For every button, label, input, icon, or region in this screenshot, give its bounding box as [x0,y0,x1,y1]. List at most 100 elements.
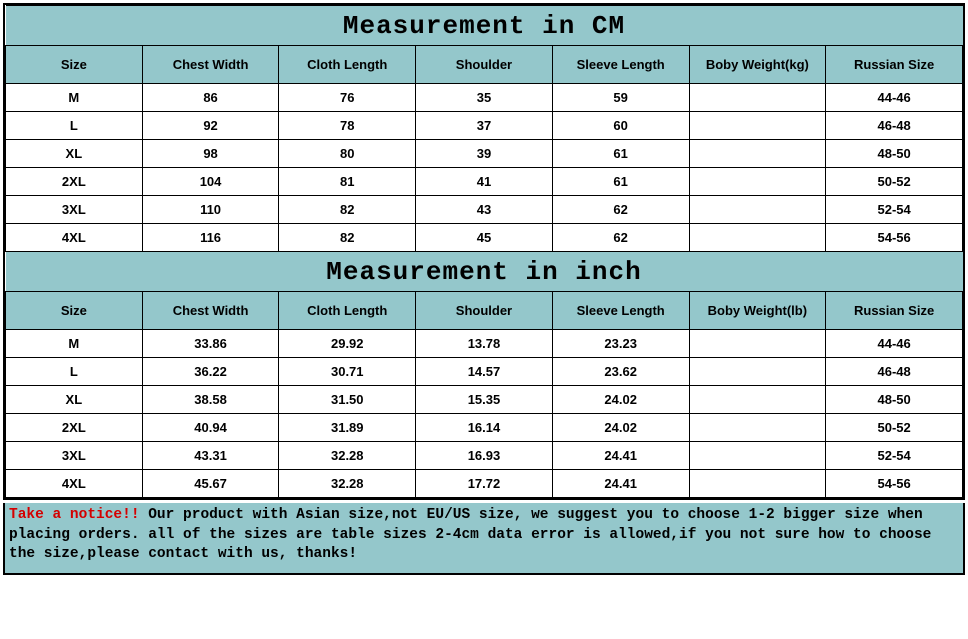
cell: 80 [279,140,416,168]
cell: 39 [416,140,553,168]
cell: M [6,330,143,358]
cell: 59 [552,84,689,112]
cell: 4XL [6,224,143,252]
cell: 61 [552,140,689,168]
cell: 92 [142,112,279,140]
cell: 76 [279,84,416,112]
cell: 23.62 [552,358,689,386]
cm-title: Measurement in CM [6,6,963,46]
col-sleeve: Sleeve Length [552,46,689,84]
cell [689,442,826,470]
cell: 3XL [6,442,143,470]
col-weight: Boby Weight(lb) [689,292,826,330]
cell: 116 [142,224,279,252]
cell: 2XL [6,414,143,442]
cell: 48-50 [826,140,963,168]
cell: 17.72 [416,470,553,498]
cell [689,168,826,196]
cell [689,84,826,112]
col-sleeve: Sleeve Length [552,292,689,330]
inch-title: Measurement in inch [6,252,963,292]
col-size: Size [6,46,143,84]
cell: 54-56 [826,470,963,498]
cell: 52-54 [826,196,963,224]
notice-text: Our product with Asian size,not EU/US si… [9,507,931,562]
cell: 44-46 [826,330,963,358]
cell: 2XL [6,168,143,196]
cell: 16.93 [416,442,553,470]
cell: 61 [552,168,689,196]
col-length: Cloth Length [279,46,416,84]
cell: 31.50 [279,386,416,414]
cell: 62 [552,196,689,224]
cell [689,140,826,168]
table-row: L 92 78 37 60 46-48 [6,112,963,140]
notice-lead: Take a notice!! [9,507,140,523]
cell: 29.92 [279,330,416,358]
cell: 14.57 [416,358,553,386]
cell: XL [6,140,143,168]
cell: 15.35 [416,386,553,414]
cell: 43.31 [142,442,279,470]
table-row: 2XL 104 81 41 61 50-52 [6,168,963,196]
cell: XL [6,386,143,414]
cell: 32.28 [279,442,416,470]
cell: 60 [552,112,689,140]
cell: 30.71 [279,358,416,386]
cell: 86 [142,84,279,112]
cell: 24.02 [552,414,689,442]
table-row: M 86 76 35 59 44-46 [6,84,963,112]
cell [689,224,826,252]
cell: 78 [279,112,416,140]
col-chest: Chest Width [142,46,279,84]
col-length: Cloth Length [279,292,416,330]
cell: 37 [416,112,553,140]
cell: 62 [552,224,689,252]
cell: 48-50 [826,386,963,414]
table-row: L 36.22 30.71 14.57 23.62 46-48 [6,358,963,386]
cell: 38.58 [142,386,279,414]
cell [689,470,826,498]
cell: 16.14 [416,414,553,442]
col-russian: Russian Size [826,46,963,84]
table-row: XL 38.58 31.50 15.35 24.02 48-50 [6,386,963,414]
cell: 46-48 [826,112,963,140]
cell [689,358,826,386]
cell [689,196,826,224]
cell: 45.67 [142,470,279,498]
cell: 82 [279,224,416,252]
size-chart-table: Measurement in CM Size Chest Width Cloth… [5,5,963,498]
cell: 4XL [6,470,143,498]
cm-header-row: Size Chest Width Cloth Length Shoulder S… [6,46,963,84]
cell: 23.23 [552,330,689,358]
cell: 81 [279,168,416,196]
cm-title-row: Measurement in CM [6,6,963,46]
col-size: Size [6,292,143,330]
cell: 24.02 [552,386,689,414]
cell: 33.86 [142,330,279,358]
cell: 36.22 [142,358,279,386]
cell: 45 [416,224,553,252]
cell: 50-52 [826,168,963,196]
cell: 82 [279,196,416,224]
cell: 52-54 [826,442,963,470]
cell [689,414,826,442]
cell: 46-48 [826,358,963,386]
col-shoulder: Shoulder [416,292,553,330]
table-row: 3XL 43.31 32.28 16.93 24.41 52-54 [6,442,963,470]
table-row: 3XL 110 82 43 62 52-54 [6,196,963,224]
cell: 13.78 [416,330,553,358]
cell: 104 [142,168,279,196]
cell: M [6,84,143,112]
table-row: 4XL 45.67 32.28 17.72 24.41 54-56 [6,470,963,498]
cell: 24.41 [552,442,689,470]
col-russian: Russian Size [826,292,963,330]
cell: 24.41 [552,470,689,498]
table-row: XL 98 80 39 61 48-50 [6,140,963,168]
size-chart-wrapper: Measurement in CM Size Chest Width Cloth… [3,3,965,500]
size-notice: Take a notice!! Our product with Asian s… [3,503,965,575]
cell: 40.94 [142,414,279,442]
table-row: 4XL 116 82 45 62 54-56 [6,224,963,252]
cell: 50-52 [826,414,963,442]
cell: 31.89 [279,414,416,442]
